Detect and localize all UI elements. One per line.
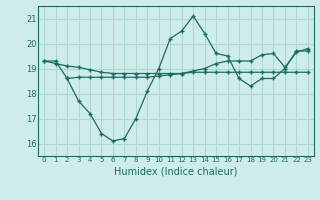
X-axis label: Humidex (Indice chaleur): Humidex (Indice chaleur): [114, 166, 238, 176]
